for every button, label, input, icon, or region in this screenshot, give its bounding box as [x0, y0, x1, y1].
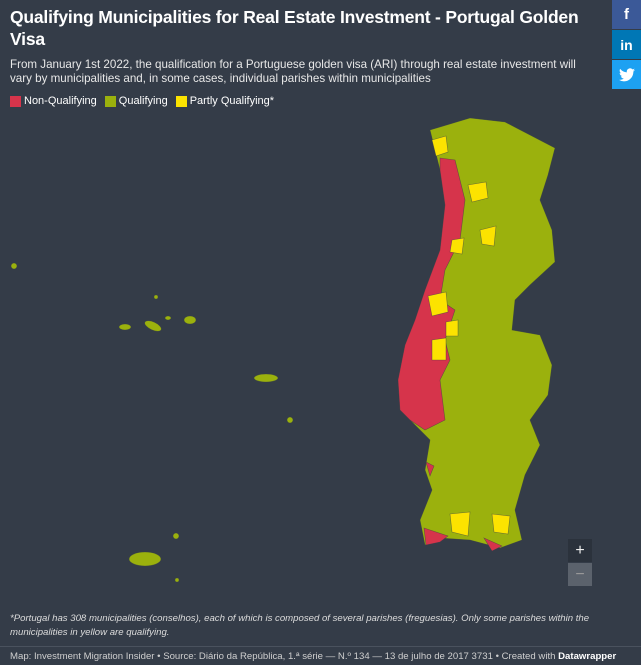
- zoom-in-button[interactable]: +: [568, 539, 592, 562]
- legend-item: Partly Qualifying*: [175, 95, 275, 107]
- legend-swatch: [10, 95, 21, 107]
- footnote: *Portugal has 308 municipalities (consel…: [10, 613, 590, 638]
- footer: Map: Investment Migration Insider • Sour…: [0, 646, 641, 662]
- non-qualifying-region: [397, 157, 466, 431]
- legend-label: Non-Qualifying: [24, 95, 97, 107]
- subtitle: From January 1st 2022, the qualification…: [10, 58, 576, 85]
- twitter-button[interactable]: [612, 60, 641, 89]
- tool-credit: Datawrapper: [558, 651, 617, 662]
- title: Qualifying Municipalities for Real Estat…: [10, 7, 579, 49]
- legend-swatch: [104, 95, 116, 107]
- legend-label: Qualifying: [118, 95, 168, 107]
- partly-qualifying-region: [427, 135, 511, 537]
- zoom-out-button[interactable]: −: [568, 563, 592, 586]
- legend-item: Non-Qualifying: [10, 95, 97, 107]
- legend-label: Partly Qualifying*: [189, 95, 275, 107]
- social-bar: f in: [612, 0, 641, 90]
- legend: Non-Qualifying Qualifying Partly Qualify…: [10, 95, 274, 107]
- source: Map: Investment Migration Insider • Sour…: [10, 651, 556, 662]
- facebook-button[interactable]: f: [612, 0, 641, 29]
- legend-item: Qualifying: [104, 95, 168, 107]
- linkedin-button[interactable]: in: [612, 30, 641, 59]
- non-qualifying-region: [423, 461, 503, 552]
- islands: [10, 262, 294, 583]
- twitter-icon: [618, 67, 635, 81]
- legend-swatch: [175, 95, 187, 107]
- zoom-controls: + −: [568, 539, 592, 587]
